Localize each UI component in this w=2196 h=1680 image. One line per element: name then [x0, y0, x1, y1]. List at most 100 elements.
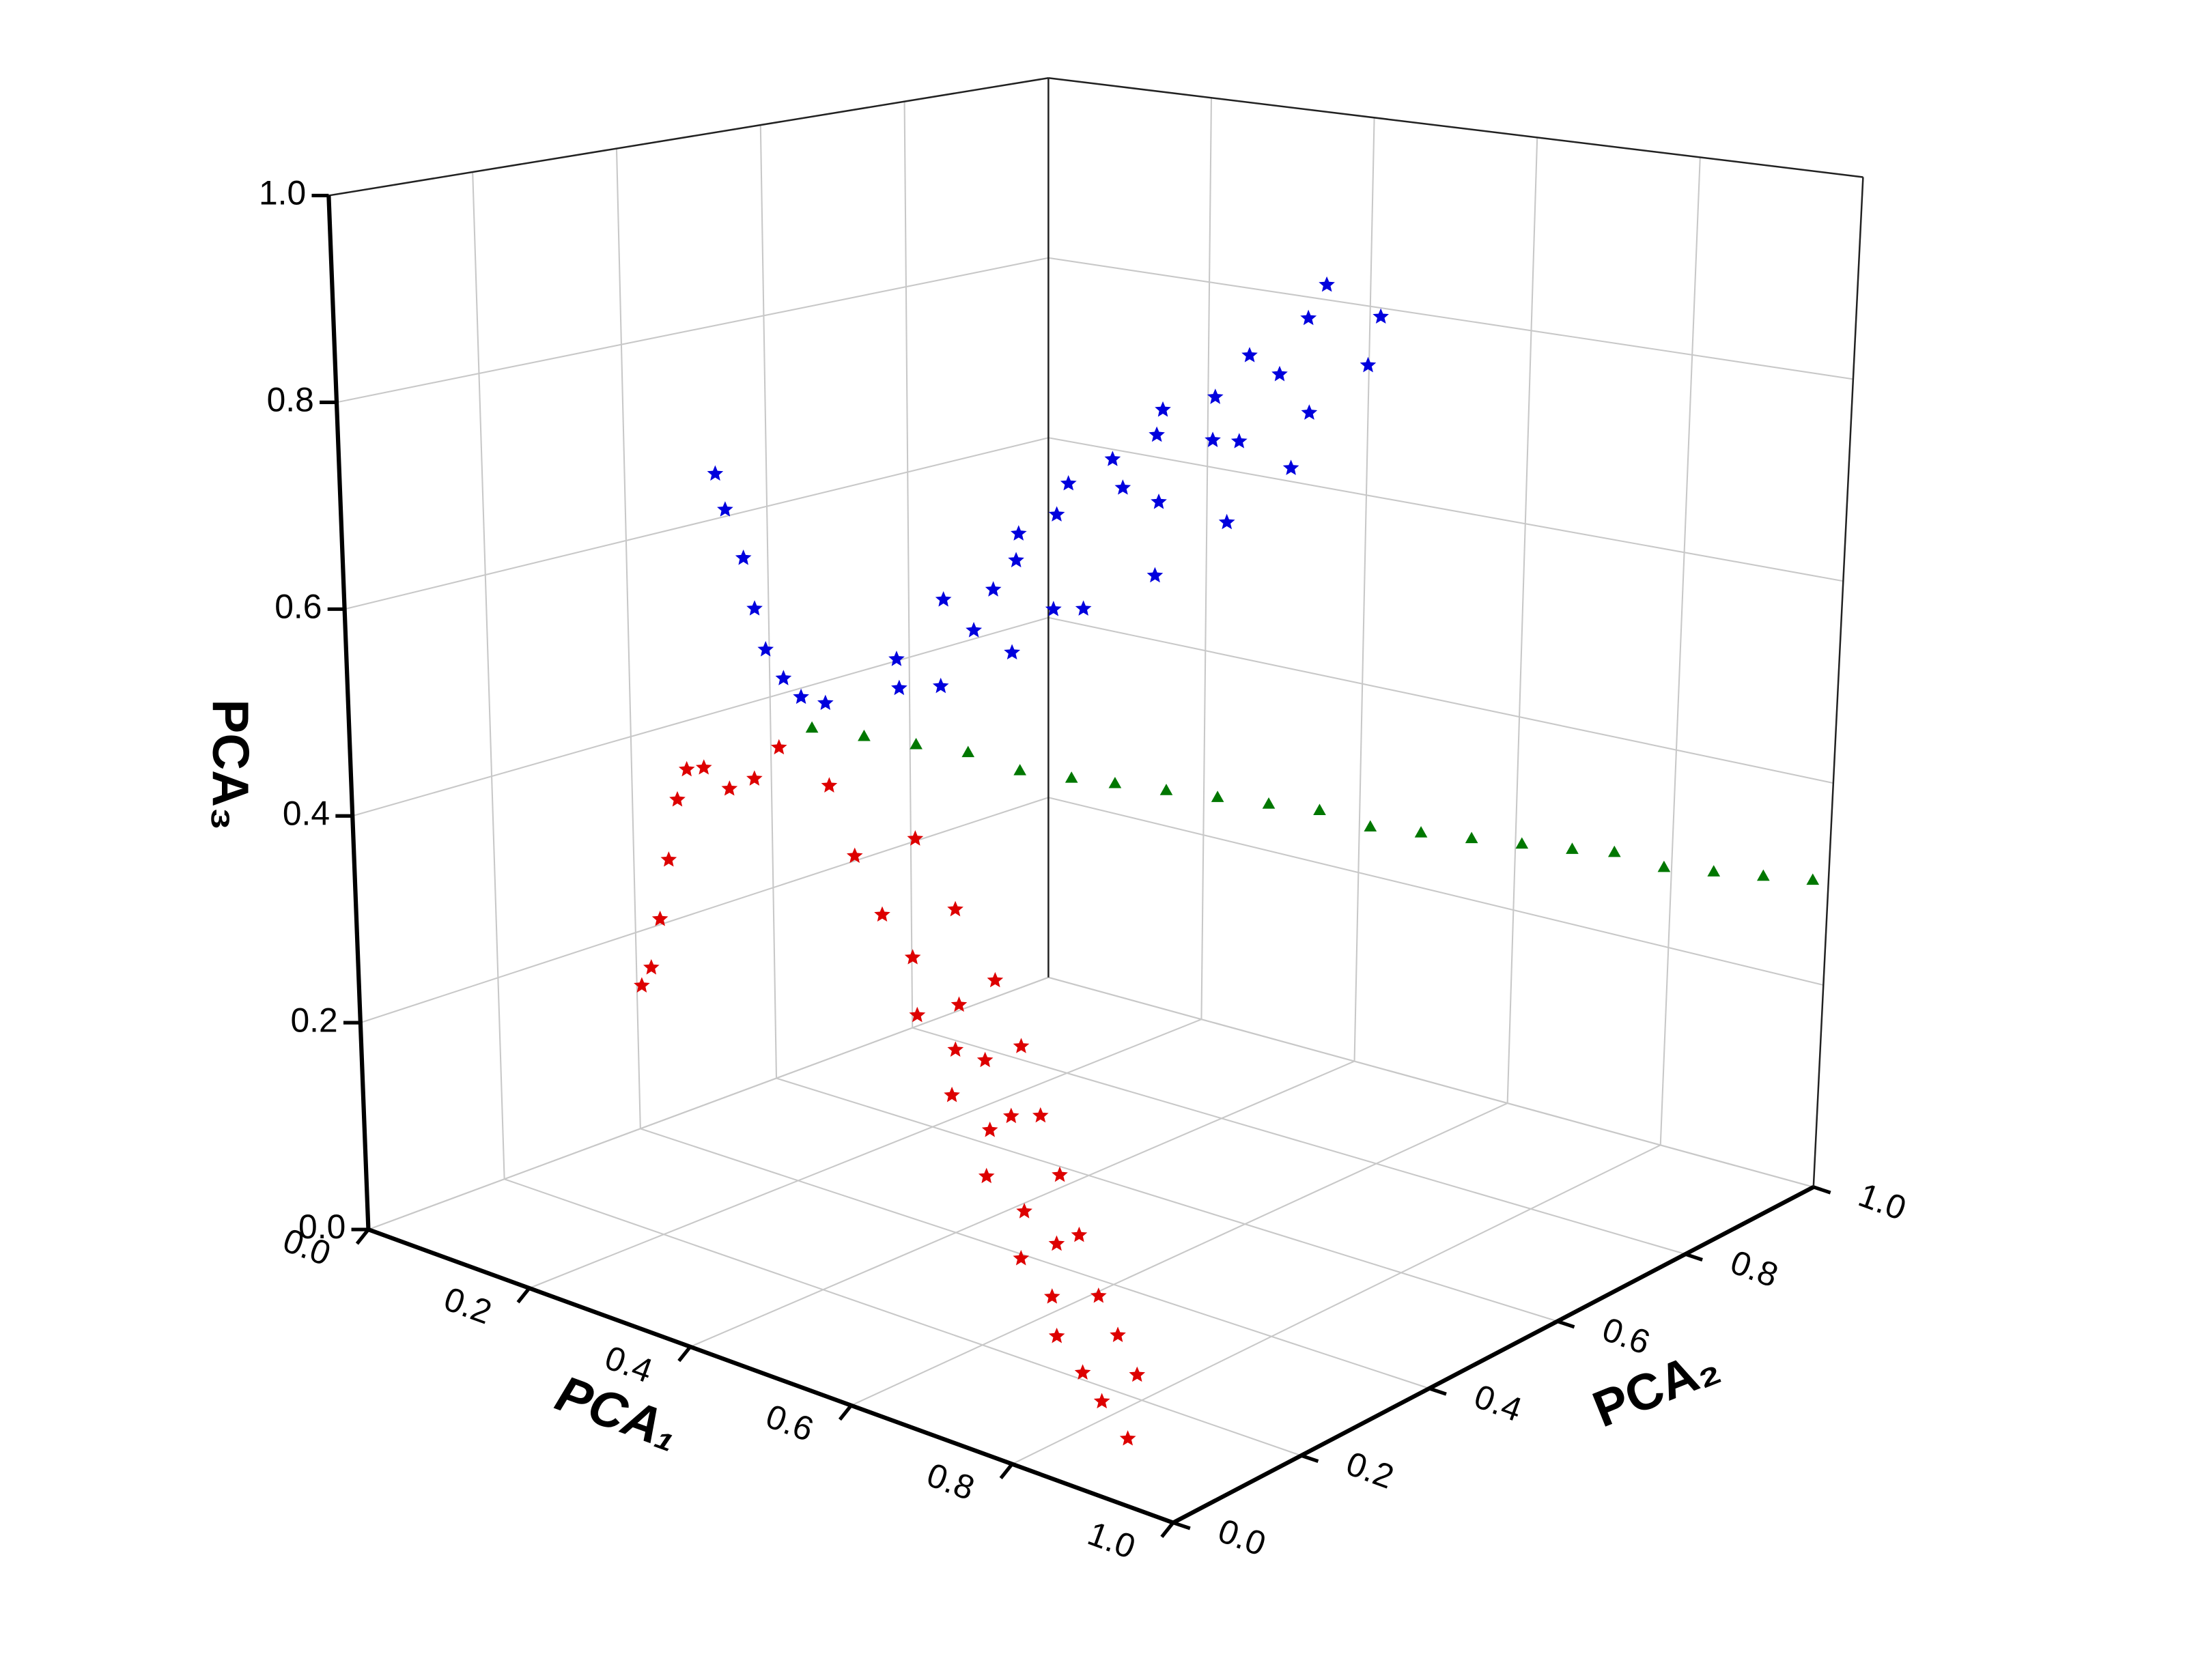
- data-point: [935, 590, 952, 607]
- data-point: [1013, 1038, 1030, 1053]
- grid-line: [851, 1102, 1508, 1406]
- data-point: [817, 694, 834, 711]
- x-tick: [838, 1404, 853, 1421]
- data-point: [947, 1041, 964, 1057]
- box-edge: [1048, 77, 1863, 178]
- data-point: [1114, 479, 1131, 495]
- x-tick: [516, 1287, 531, 1304]
- y-tick: [1428, 1386, 1447, 1396]
- grid-line: [1011, 1144, 1661, 1465]
- data-point: [1241, 347, 1258, 362]
- z-tick-label: 0.0: [298, 1208, 346, 1246]
- data-point: [1008, 552, 1024, 568]
- data-point: [1271, 365, 1288, 382]
- data-point: [932, 677, 949, 694]
- data-point: [874, 906, 890, 922]
- grid-line: [336, 257, 1049, 403]
- data-point: [976, 1051, 994, 1068]
- data-point: [1048, 1235, 1065, 1251]
- data-point: [707, 465, 724, 481]
- data-point: [669, 791, 686, 807]
- y-tick: [1685, 1252, 1703, 1262]
- grid-line: [776, 1077, 1558, 1322]
- grid-line: [1506, 137, 1538, 1104]
- data-point: [1282, 459, 1299, 475]
- data-point: [1149, 426, 1165, 442]
- data-point: [1119, 1430, 1136, 1446]
- data-point: [947, 900, 963, 917]
- data-point: [888, 651, 905, 666]
- data-point: [1090, 1287, 1107, 1303]
- data-point: [1319, 276, 1335, 292]
- grid-line: [368, 976, 1049, 1231]
- data-point: [1155, 401, 1171, 417]
- data-point: [1013, 764, 1027, 775]
- data-point: [821, 777, 838, 793]
- axes: [311, 193, 1831, 1538]
- grid-line: [472, 171, 505, 1180]
- grid-line: [1353, 117, 1375, 1062]
- box-edge: [328, 77, 1049, 197]
- data-point: [1607, 845, 1621, 857]
- grid-line: [1048, 797, 1824, 986]
- grid-line: [344, 437, 1049, 610]
- data-point: [1313, 803, 1326, 815]
- y-tick: [1812, 1185, 1831, 1195]
- data-point: [651, 911, 668, 926]
- data-point: [1146, 567, 1164, 583]
- data-point: [1108, 776, 1122, 788]
- data-point: [1052, 1166, 1068, 1182]
- grid-line: [1048, 257, 1854, 380]
- data-point: [1757, 869, 1770, 881]
- grid-line: [1048, 976, 1814, 1188]
- y-tick: [1172, 1521, 1191, 1530]
- data-point: [793, 688, 809, 704]
- data-point: [1071, 1226, 1088, 1242]
- x-tick: [999, 1463, 1014, 1480]
- data-point: [1065, 771, 1078, 783]
- data-point: [1048, 1327, 1065, 1343]
- grid-line: [360, 797, 1049, 1024]
- data-point: [1707, 865, 1721, 877]
- z-tick-label: 1.0: [259, 174, 306, 212]
- data-point: [1414, 826, 1428, 838]
- data-point: [660, 851, 677, 867]
- grid-line: [615, 148, 641, 1129]
- z-axis: [326, 195, 371, 1230]
- data-point: [1002, 1107, 1019, 1124]
- grid-line: [1659, 157, 1701, 1145]
- data-point: [1093, 1393, 1110, 1409]
- grid-line: [690, 1060, 1355, 1348]
- data-point: [858, 729, 871, 741]
- data-point: [846, 847, 863, 864]
- data-point: [735, 549, 752, 565]
- x-axis: [367, 1227, 1174, 1525]
- grid-line: [352, 616, 1049, 817]
- data-point: [1515, 837, 1529, 849]
- data-point: [805, 721, 819, 733]
- data-point: [987, 971, 1004, 988]
- data-point: [1372, 308, 1389, 324]
- data-point: [1016, 1203, 1032, 1219]
- x-tick: [1160, 1521, 1174, 1538]
- data-point: [746, 770, 763, 786]
- data-point: [1075, 600, 1092, 616]
- data-point: [1151, 493, 1167, 509]
- data-point: [904, 949, 921, 965]
- data-point: [1566, 842, 1579, 854]
- z-tick-label: 0.8: [267, 381, 314, 419]
- data-point: [1110, 1326, 1126, 1343]
- points: [634, 276, 1820, 1446]
- data-point: [1010, 525, 1027, 541]
- data-point: [1074, 1364, 1091, 1380]
- grid-line: [759, 125, 778, 1079]
- data-point: [966, 621, 983, 638]
- x-tick: [677, 1346, 692, 1363]
- data-point: [1205, 431, 1221, 447]
- data-point: [1129, 1366, 1146, 1382]
- grid-line: [640, 1128, 1430, 1389]
- data-point: [1207, 388, 1224, 404]
- data-point: [1230, 433, 1248, 449]
